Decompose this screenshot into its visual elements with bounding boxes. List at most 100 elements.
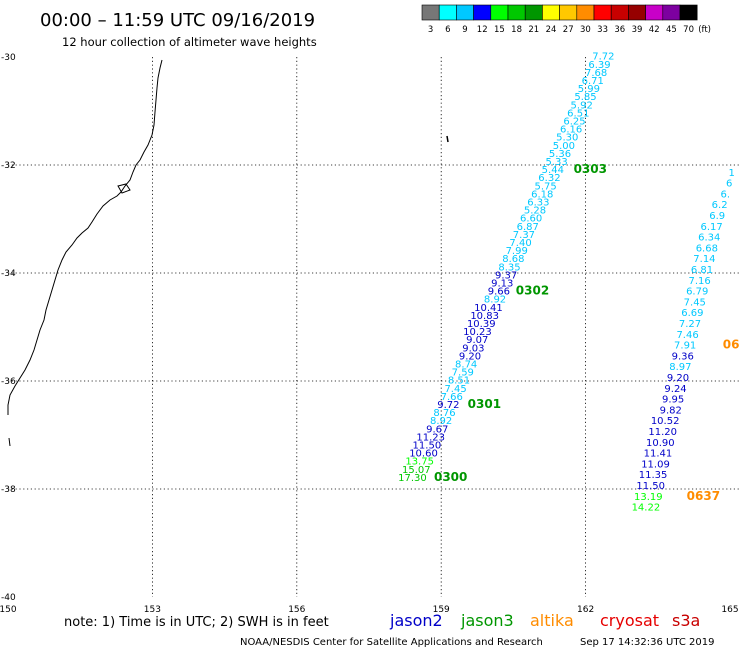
y-tick-label: -38 [1, 485, 16, 495]
colorbar-label: 42 [649, 25, 660, 35]
colorbar-swatch [576, 4, 595, 21]
satellite-legend: jason2 jason3 altika cryosat s3a [389, 611, 700, 630]
swh-value: 5.36 [549, 149, 571, 160]
axis-tick-labels: 150 153 156 159 162 165 -30 -32 -34 -36 -38 -40 [0, 53, 739, 615]
footer-timestamp: Sep 17 14:32:36 UTC 2019 [580, 637, 714, 648]
x-tick-label: 159 [433, 605, 450, 615]
time-label: 0301 [468, 397, 501, 411]
swh-value: 17.30 [398, 473, 427, 484]
satellite-legend-item: altika [530, 611, 574, 630]
colorbar-swatch [662, 4, 681, 21]
track-west: 7.726.397.686.715.995.855.926.516.256.16… [398, 52, 614, 484]
swh-value: 9.07 [466, 335, 488, 346]
coastline-south [8, 437, 11, 447]
swh-value: 9.13 [491, 279, 513, 290]
colorbar-label: 27 [563, 25, 574, 35]
colorbar: 3 6 9 12 15 18 21 24 27 30 33 36 39 42 45 70 (ft) [421, 4, 711, 35]
colorbar-label: 15 [494, 25, 505, 35]
swh-value: 9.66 [488, 287, 510, 298]
coastline [7, 59, 163, 415]
swh-value: 6.32 [538, 173, 560, 184]
x-tick-label: 156 [288, 605, 305, 615]
swh-value: 11.20 [648, 427, 677, 438]
x-tick-label: 153 [144, 605, 161, 615]
swh-value: 6.17 [701, 222, 723, 233]
swh-value: 8.76 [433, 408, 455, 419]
island-mark [446, 135, 449, 143]
y-tick-label: -34 [1, 269, 16, 279]
swh-value: 7.37 [513, 230, 535, 241]
swh-value: 6.79 [686, 287, 708, 298]
colorbar-label: 6 [445, 25, 450, 35]
colorbar-label: 3 [428, 25, 433, 35]
swh-value: 6 [726, 179, 732, 190]
colorbar-swatch [490, 4, 509, 21]
swh-value: 13.19 [634, 492, 663, 503]
satellite-legend-item: s3a [672, 611, 700, 630]
grid-lines [8, 57, 740, 597]
swh-value: 1 [728, 168, 734, 179]
chart-title: 00:00 – 11:59 UTC 09/16/2019 [40, 10, 315, 31]
swh-value: 5.00 [553, 141, 575, 152]
satellite-legend-item: cryosat [600, 611, 659, 630]
swh-value: 11.35 [639, 470, 668, 481]
swh-value: 9.20 [459, 351, 481, 362]
swh-value: 14.22 [632, 503, 661, 514]
swh-value: 7.68 [585, 68, 607, 79]
swh-value: 7.66 [441, 392, 463, 403]
swh-value: 6.68 [696, 243, 718, 254]
y-tick-label: -36 [1, 377, 16, 387]
swh-value: 5.44 [542, 165, 564, 176]
swh-value: 6. [720, 189, 730, 200]
colorbar-unit: (ft) [698, 25, 711, 35]
swh-value: 9.67 [426, 424, 448, 435]
swh-value: 10.90 [646, 438, 675, 449]
swh-value: 9.95 [662, 395, 684, 406]
swh-value: 8.35 [498, 262, 520, 273]
time-label: 0637 [687, 489, 720, 503]
colorbar-swatch [645, 4, 664, 21]
colorbar-label: 33 [597, 25, 608, 35]
swh-value: 11.50 [413, 441, 442, 452]
x-tick-label: 165 [721, 605, 738, 615]
swh-value: 5.75 [534, 181, 556, 192]
swh-value: 5.30 [556, 133, 578, 144]
swh-value: 6.60 [520, 214, 542, 225]
track-east: 166.6.26.96.176.346.687.146.817.166.797.… [632, 168, 740, 514]
swh-value: 6.18 [531, 189, 553, 200]
colorbar-swatch [542, 4, 560, 21]
swh-value: 9.82 [660, 405, 682, 416]
time-label: 0303 [574, 162, 607, 176]
colorbar-swatch [438, 4, 457, 21]
swh-value: 15.07 [402, 465, 431, 476]
swh-value: 10.41 [474, 303, 503, 314]
x-tick-label: 150 [0, 605, 17, 615]
swh-value: 10.39 [467, 319, 496, 330]
swh-value: 9.72 [437, 400, 459, 411]
x-tick-label: 162 [577, 605, 594, 615]
colorbar-swatch [524, 4, 543, 21]
swh-value: 8.51 [448, 376, 470, 387]
swh-value: 6.33 [527, 198, 549, 209]
swh-value: 7.45 [684, 297, 706, 308]
chart-subtitle: 12 hour collection of altimeter wave hei… [62, 35, 317, 49]
time-label: 063 [723, 338, 740, 352]
swh-value: 6.87 [517, 222, 539, 233]
swh-value: 6.51 [567, 108, 589, 119]
y-tick-label: -32 [1, 161, 16, 171]
swh-value: 10.52 [651, 416, 680, 427]
swh-value: 9.37 [495, 270, 517, 281]
swh-value: 8.97 [669, 362, 691, 373]
colorbar-swatch [679, 4, 698, 21]
colorbar-label: 70 [683, 25, 694, 35]
swh-value: 11.41 [644, 449, 673, 460]
swh-value: 8.74 [455, 360, 477, 371]
swh-value: 10.23 [463, 327, 492, 338]
swh-value: 6.81 [691, 265, 713, 276]
swh-value: 7.45 [444, 384, 466, 395]
swh-value: 6.16 [560, 125, 582, 136]
swh-value: 9.03 [462, 343, 484, 354]
colorbar-swatch [628, 4, 646, 21]
colorbar-label: 24 [546, 25, 557, 35]
